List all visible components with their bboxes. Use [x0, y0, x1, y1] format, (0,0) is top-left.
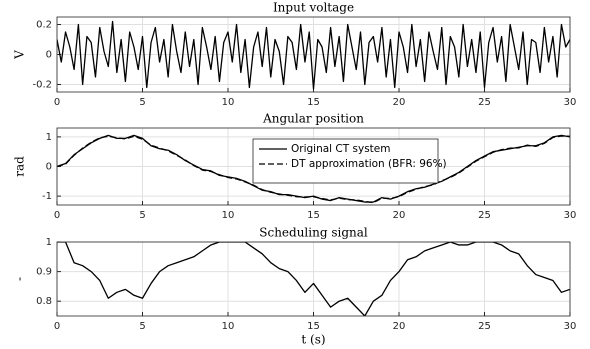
x-tick-label: 25: [478, 97, 491, 108]
x-tick-label: 15: [307, 97, 320, 108]
x-tick-label: 0: [54, 210, 60, 221]
x-tick-label: 20: [393, 97, 406, 108]
x-axis-label: t (s): [301, 333, 325, 347]
y-tick-label: 1: [46, 237, 52, 248]
x-tick-label: 20: [393, 321, 406, 332]
x-tick-label: 30: [564, 210, 577, 221]
x-tick-label: 15: [307, 210, 320, 221]
x-tick-label: 30: [564, 97, 577, 108]
y-axis-label: -: [13, 277, 27, 281]
x-tick-label: 20: [393, 210, 406, 221]
x-tick-label: 10: [222, 210, 235, 221]
y-tick-label: -0.2: [32, 80, 52, 91]
y-axis-label: rad: [13, 156, 27, 177]
y-tick-label: 0.8: [36, 296, 52, 307]
x-tick-label: 25: [478, 210, 491, 221]
y-tick-label: 0: [46, 162, 52, 173]
y-tick-label: 0.9: [36, 267, 52, 278]
axes-box: [56, 241, 571, 317]
x-tick-label: 5: [139, 210, 145, 221]
y-tick-label: 0: [46, 50, 52, 61]
y-tick-label: -1: [42, 191, 52, 202]
legend-label: DT approximation (BFR: 96%): [291, 158, 447, 170]
chart-title: Scheduling signal: [259, 226, 368, 240]
data-line: [57, 242, 570, 316]
y-tick-label: 0.2: [36, 20, 52, 31]
chart-title: Angular position: [262, 112, 364, 126]
y-axis-label: V: [13, 50, 27, 60]
x-tick-label: 25: [478, 321, 491, 332]
data-line: [57, 135, 570, 204]
chart-title: Input voltage: [273, 1, 354, 15]
data-line: [57, 20, 570, 90]
x-tick-label: 15: [307, 321, 320, 332]
legend-label: Original CT system: [291, 143, 390, 155]
x-tick-label: 10: [222, 97, 235, 108]
axes-box: [56, 127, 571, 206]
x-tick-label: 5: [139, 97, 145, 108]
axes-box: [56, 16, 571, 93]
x-tick-label: 30: [564, 321, 577, 332]
x-tick-label: 0: [54, 321, 60, 332]
legend-box: [252, 138, 439, 184]
x-tick-label: 5: [139, 321, 145, 332]
y-tick-label: 1: [46, 132, 52, 143]
x-tick-label: 10: [222, 321, 235, 332]
x-tick-label: 0: [54, 97, 60, 108]
